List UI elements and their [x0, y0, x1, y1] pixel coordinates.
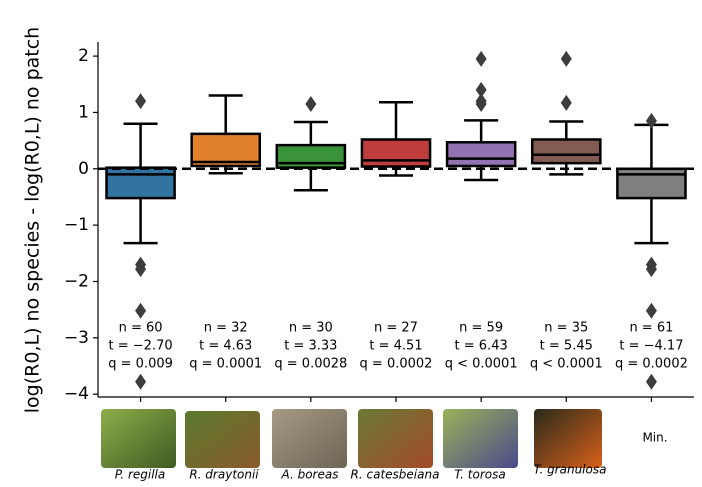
y-tick-label: 1 — [78, 102, 89, 122]
stat-label: q = 0.0001 — [189, 357, 262, 372]
species-label: T. torosa — [454, 468, 505, 482]
species-label: A. boreas — [281, 468, 339, 482]
stat-label: n = 61 — [629, 321, 673, 336]
stat-label: t = 6.43 — [455, 339, 508, 354]
outlier — [135, 261, 147, 278]
outlier — [645, 373, 657, 390]
species-label: R. draytonii — [189, 468, 259, 482]
stat-label: n = 32 — [204, 321, 248, 336]
y-axis-label: log(R0,L) no species - log(R0,L) no patc… — [22, 27, 44, 413]
stat-label: q = 0.0002 — [360, 357, 433, 372]
stat-label: t = 3.33 — [284, 339, 337, 354]
outlier — [475, 93, 487, 110]
photo — [534, 409, 602, 468]
photo — [443, 409, 518, 468]
y-tick-label: −2 — [64, 271, 89, 291]
stat-label: t = −4.17 — [619, 339, 683, 354]
photo — [101, 409, 176, 468]
outlier — [305, 95, 317, 112]
outlier — [135, 93, 147, 110]
stat-label: q < 0.0001 — [530, 357, 603, 372]
stat-label: t = 5.45 — [540, 339, 593, 354]
stat-label: t = 4.63 — [199, 339, 252, 354]
species-label: R. catesbeiana — [351, 468, 440, 482]
y-tick-label: −4 — [64, 384, 89, 404]
species-label: P. regilla — [115, 468, 166, 482]
stat-label: n = 60 — [119, 321, 163, 336]
stat-label: n = 30 — [289, 321, 333, 336]
box — [360, 138, 432, 168]
stat-label: q = 0.009 — [108, 357, 173, 372]
box — [190, 132, 262, 168]
stat-label: n = 35 — [544, 321, 588, 336]
stat-label: t = 4.51 — [369, 339, 422, 354]
y-tick-label: −1 — [64, 215, 89, 235]
outlier — [645, 302, 657, 319]
species-label: T. granulosa — [534, 463, 607, 477]
box — [530, 138, 602, 165]
photo — [272, 409, 347, 468]
stat-label: q = 0.0002 — [615, 357, 688, 372]
outlier — [560, 50, 572, 67]
y-tick-label: 2 — [78, 46, 89, 66]
stat-label: t = −2.70 — [109, 339, 173, 354]
outlier — [135, 302, 147, 319]
outlier — [475, 50, 487, 67]
stat-label: q < 0.0001 — [445, 357, 518, 372]
outlier — [560, 94, 572, 111]
photos — [101, 409, 602, 468]
stat-label: n = 27 — [374, 321, 418, 336]
stat-label: n = 59 — [459, 321, 503, 336]
outlier — [645, 261, 657, 278]
box — [445, 141, 517, 168]
y-tick-label: −3 — [64, 328, 89, 348]
outlier — [135, 373, 147, 390]
outlier — [475, 81, 487, 98]
outlier — [645, 112, 657, 129]
stat-label: q = 0.0028 — [274, 357, 347, 372]
species-label: Min. — [642, 431, 667, 445]
photo — [185, 411, 260, 468]
y-tick-label: 0 — [78, 159, 89, 179]
photo — [358, 409, 433, 468]
box — [105, 166, 176, 200]
